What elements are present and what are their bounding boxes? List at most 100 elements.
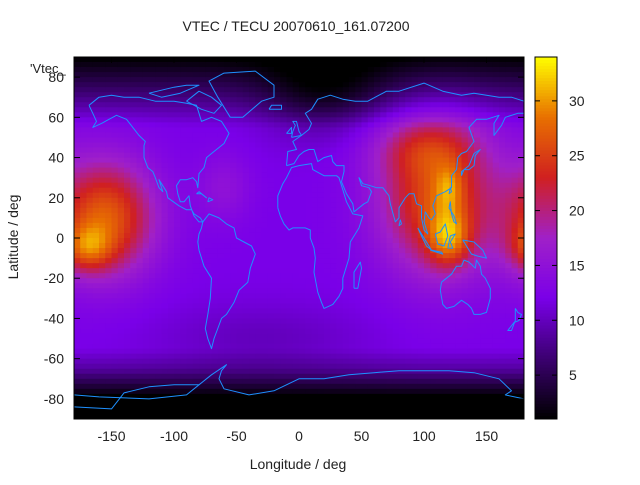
heatmap-cell [317,117,325,123]
heatmap-cell [186,167,194,174]
heatmap-cell [224,117,231,123]
heatmap-cell [236,137,244,143]
heatmap-cell [461,398,469,405]
heatmap-cell [492,243,500,249]
heatmap-cell [449,182,456,189]
heatmap-cell [174,298,181,304]
heatmap-cell [317,232,325,239]
heatmap-cell [161,232,169,239]
heatmap-cell [199,373,206,380]
heatmap-cell [436,293,444,299]
heatmap-cell [274,142,281,148]
heatmap-cell [355,132,362,138]
heatmap-cell [436,177,444,184]
heatmap-cell [286,328,294,334]
heatmap-cell [99,77,106,83]
heatmap-cell [199,348,206,355]
heatmap-cell [492,137,500,143]
heatmap-cell [261,137,269,143]
heatmap-cell [424,67,431,73]
heatmap-cell [480,117,487,123]
heatmap-cell [142,122,150,128]
heatmap-cell [205,358,212,365]
heatmap-cell [130,243,137,249]
heatmap-cell [130,157,137,163]
heatmap-cell [411,202,419,209]
heatmap-cell [142,293,150,299]
heatmap-cell [474,378,481,385]
heatmap-cell [305,303,312,309]
heatmap-cell [192,92,200,98]
heatmap-cell [449,378,456,385]
heatmap-cell [480,172,487,179]
heatmap-cell [255,333,262,339]
heatmap-cell [374,217,381,224]
heatmap-cell [405,333,412,339]
heatmap-cell [286,62,294,68]
heatmap-cell [292,57,300,63]
heatmap-cell [330,253,337,259]
heatmap-cell [292,323,300,329]
heatmap-cell [161,147,169,153]
heatmap-cell [242,92,250,98]
heatmap-cell [167,72,175,78]
heatmap-cell [305,413,312,420]
heatmap-cell [317,187,325,194]
heatmap-cell [99,403,106,410]
heatmap-cell [311,343,319,350]
heatmap-cell [474,127,481,133]
heatmap-cell [280,142,287,148]
heatmap-cell [355,288,362,294]
heatmap-cell [261,328,269,334]
heatmap-cell [430,142,437,148]
heatmap-cell [461,363,469,370]
heatmap-cell [117,358,125,365]
heatmap-cell [142,142,150,148]
heatmap-cell [217,77,225,83]
heatmap-cell [386,92,394,98]
heatmap-cell [274,243,281,249]
heatmap-cell [499,67,506,73]
heatmap-cell [111,378,119,385]
heatmap-cell [411,263,419,269]
heatmap-cell [317,92,325,98]
heatmap-cell [130,122,137,128]
heatmap-cell [299,92,306,98]
heatmap-cell [436,172,444,179]
heatmap-cell [455,343,462,350]
heatmap-cell [130,278,137,284]
heatmap-cell [174,278,181,284]
heatmap-cell [430,147,437,153]
heatmap-cell [474,368,481,375]
heatmap-cell [461,273,469,279]
heatmap-cell [480,263,487,269]
heatmap-cell [255,152,262,158]
heatmap-cell [405,323,412,329]
heatmap-cell [74,393,81,400]
heatmap-cell [155,127,162,133]
heatmap-cell [317,288,325,294]
heatmap-cell [349,338,356,344]
heatmap-cell [411,358,419,365]
heatmap-cell [380,363,387,370]
heatmap-cell [324,187,331,194]
heatmap-cell [249,87,256,93]
heatmap-cell [117,112,125,118]
heatmap-cell [186,232,194,239]
heatmap-cell [436,378,444,385]
heatmap-cell [342,107,350,113]
heatmap-cell [249,403,256,410]
heatmap-cell [199,413,206,420]
heatmap-cell [249,328,256,334]
heatmap-cell [267,243,275,249]
heatmap-cell [455,227,462,234]
heatmap-cell [424,308,431,314]
heatmap-cell [236,263,244,269]
heatmap-cell [74,283,81,289]
heatmap-cell [261,268,269,274]
heatmap-cell [92,67,100,73]
heatmap-cell [99,97,106,103]
heatmap-cell [86,343,94,350]
heatmap-cell [499,147,506,153]
heatmap-cell [80,212,87,219]
